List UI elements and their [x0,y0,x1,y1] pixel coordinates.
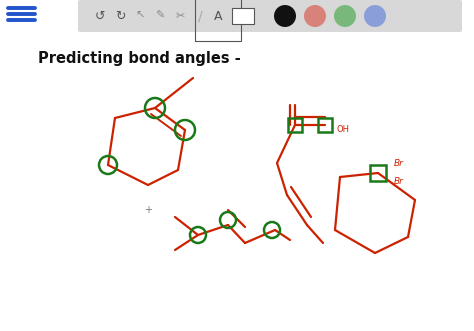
Circle shape [364,5,386,27]
Text: A: A [214,10,222,23]
Text: ✂: ✂ [175,11,185,21]
Text: +: + [144,205,152,215]
Circle shape [304,5,326,27]
Bar [288,118,302,132]
FancyBboxPatch shape [78,0,462,32]
Text: /: / [198,9,202,23]
Text: ↺: ↺ [95,10,105,23]
Text: ✎: ✎ [155,11,164,21]
Text: OH: OH [337,124,350,133]
Text: ↻: ↻ [115,10,125,23]
Text: Predicting bond angles -: Predicting bond angles - [38,51,241,66]
Text: Br: Br [394,159,404,167]
Text: Br: Br [394,176,404,185]
Circle shape [274,5,296,27]
Bar [318,118,332,132]
Text: ↖: ↖ [135,11,145,21]
Circle shape [334,5,356,27]
Bar [370,165,386,181]
Bar [232,8,254,24]
